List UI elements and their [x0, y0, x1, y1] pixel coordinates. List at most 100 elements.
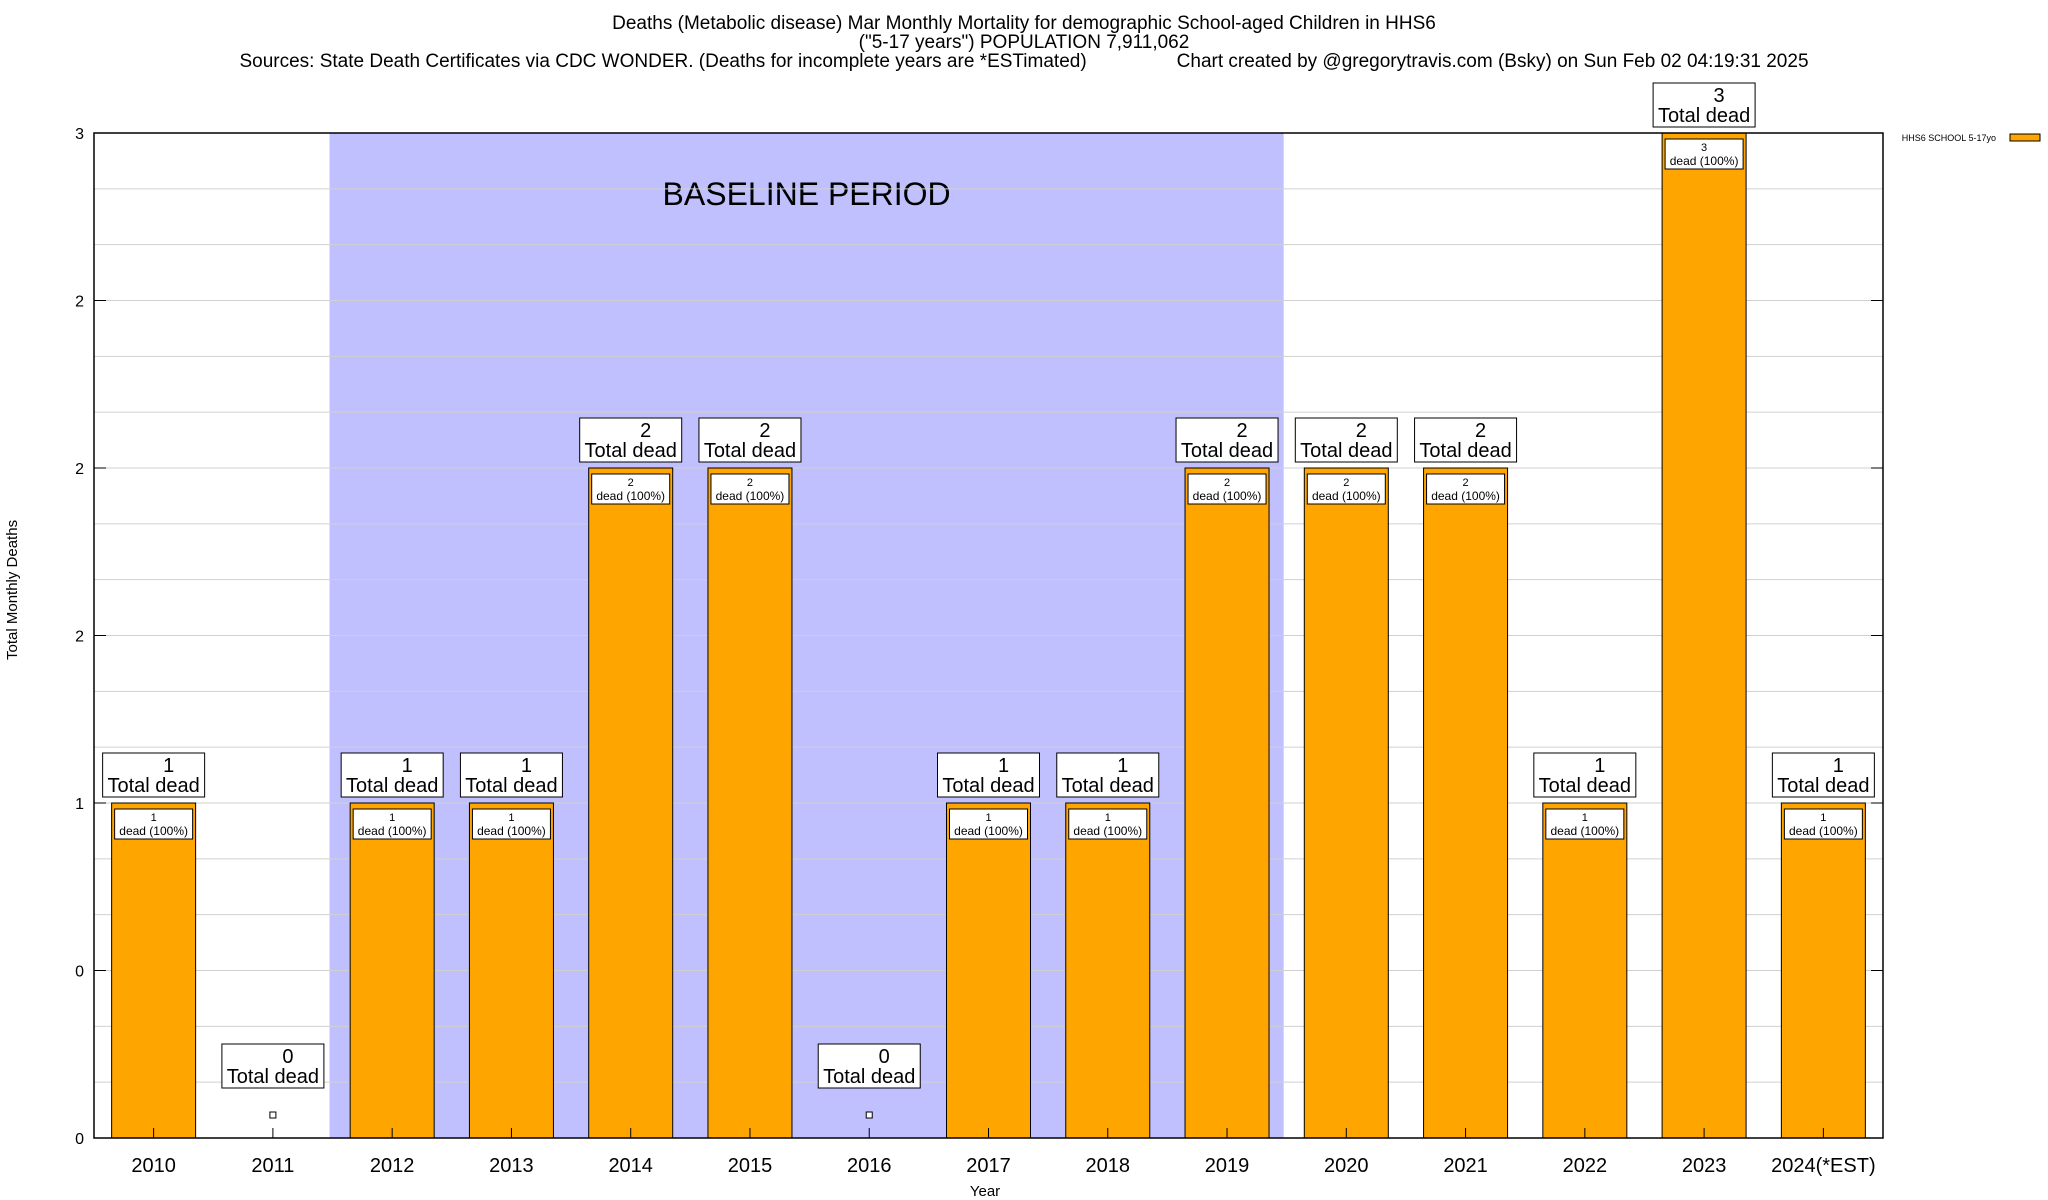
bar-inner-label: dead (100%) [716, 489, 785, 503]
bar-inner-value: 3 [1701, 142, 1707, 154]
x-tick-label: 2013 [489, 1155, 534, 1177]
bar-inner-value: 1 [389, 812, 395, 824]
total-label-text: Total dead [704, 440, 796, 462]
y-tick-label: 0 [75, 964, 84, 981]
total-label-text: Total dead [1419, 440, 1511, 462]
bar-inner-label: dead (100%) [119, 824, 188, 838]
bar-inner-value: 2 [1343, 477, 1349, 489]
bar-inner-value: 1 [508, 812, 514, 824]
bar-inner-label: dead (100%) [1431, 489, 1500, 503]
total-label-value: 2 [759, 420, 770, 442]
legend-swatch [2009, 133, 2041, 142]
total-label-value: 2 [1236, 420, 1247, 442]
bar-inner-label: dead (100%) [1312, 489, 1381, 503]
bar-inner-value: 1 [151, 812, 157, 824]
total-label-box [102, 752, 206, 798]
total-label-box [1533, 752, 1637, 798]
bar-inner-label: dead (100%) [954, 824, 1023, 838]
total-label-box [1652, 82, 1756, 128]
bar-inner-label-box [1783, 808, 1863, 840]
bar-inner-value: 2 [1224, 477, 1230, 489]
y-tick-label: 2 [75, 629, 84, 646]
x-tick-label: 2010 [131, 1155, 176, 1177]
bar-inner-label-box [1545, 808, 1625, 840]
total-label-box [1056, 752, 1160, 798]
x-tick-label: 2017 [966, 1155, 1011, 1177]
total-label-text: Total dead [1777, 775, 1869, 797]
total-label-value: 2 [640, 420, 651, 442]
total-label-box [937, 752, 1040, 798]
bar [1423, 467, 1509, 1139]
bar-inner-label: dead (100%) [358, 824, 427, 838]
bar-inner-label: dead (100%) [1193, 489, 1262, 503]
bar-inner-label-box [1068, 808, 1148, 840]
chart-title-block: Deaths (Metabolic disease) Mar Monthly M… [0, 14, 2048, 71]
total-label-value: 1 [1117, 755, 1128, 777]
chart-sources-line: Sources: State Death Certificates via CD… [0, 52, 2048, 71]
baseline-period-label: BASELINE PERIOD [663, 176, 951, 212]
bar-inner-label: dead (100%) [596, 489, 665, 503]
bar-inner-label: dead (100%) [1670, 154, 1739, 168]
bar-inner-label-box [591, 473, 671, 505]
total-label-box [1414, 417, 1518, 463]
bar [1065, 802, 1151, 1139]
chart-title: Deaths (Metabolic disease) Mar Monthly M… [612, 13, 1436, 34]
total-label-text: Total dead [227, 1066, 319, 1088]
total-label-value: 1 [1594, 755, 1605, 777]
total-label-box [579, 417, 683, 463]
total-label-box [221, 1043, 325, 1089]
bar-inner-label-box [1306, 473, 1386, 505]
bar [1303, 467, 1389, 1139]
total-label-value: 0 [879, 1046, 890, 1068]
bar [946, 802, 1031, 1139]
y-tick-label: 2 [75, 461, 84, 478]
bar [1661, 132, 1747, 1139]
x-tick-label: 2015 [728, 1155, 773, 1177]
bar-inner-label-box [710, 473, 790, 505]
total-label-text: Total dead [1658, 105, 1750, 127]
bar-inner-value: 1 [985, 812, 991, 824]
total-label-text: Total dead [1062, 775, 1154, 797]
bar-inner-label: dead (100%) [1073, 824, 1142, 838]
total-label-box [340, 752, 444, 798]
total-label-text: Total dead [1300, 440, 1392, 462]
total-label-box [1771, 752, 1875, 798]
total-label-box [1294, 417, 1398, 463]
x-tick-label: 2024(*EST) [1771, 1155, 1876, 1177]
total-label-text: Total dead [465, 775, 557, 797]
bar [1184, 467, 1270, 1139]
bar-zero-marker [269, 1111, 277, 1119]
bar [468, 802, 554, 1139]
total-label-value: 3 [1714, 85, 1725, 107]
x-tick-label: 2011 [251, 1155, 294, 1177]
bar [1542, 802, 1628, 1139]
total-label-box [817, 1043, 921, 1089]
bar [588, 467, 674, 1139]
total-label-value: 0 [282, 1046, 293, 1068]
chart-sources: Sources: State Death Certificates via CD… [239, 51, 1087, 72]
bar [1780, 802, 1866, 1139]
total-label-text: Total dead [1181, 440, 1273, 462]
y-tick-label: 1 [75, 796, 84, 813]
total-label-value: 1 [998, 755, 1009, 777]
bar-inner-label-box [1664, 138, 1744, 170]
y-tick-label: 3 [75, 126, 84, 143]
total-label-box [459, 752, 563, 798]
total-label-value: 1 [402, 755, 413, 777]
bar-inner-label-box [471, 808, 551, 840]
total-label-value: 2 [1356, 420, 1367, 442]
bar [111, 802, 197, 1139]
total-label-text: Total dead [942, 775, 1034, 797]
total-label-box [1175, 417, 1279, 463]
bar-inner-value: 2 [747, 477, 753, 489]
bar-inner-label-box [949, 808, 1028, 840]
bar-inner-label: dead (100%) [477, 824, 546, 838]
y-tick-label: 0 [75, 1131, 84, 1148]
x-tick-label: 2014 [608, 1155, 653, 1177]
x-tick-label: 2021 [1443, 1155, 1488, 1177]
bar-inner-label-box [352, 808, 432, 840]
total-label-value: 1 [163, 755, 174, 777]
x-tick-label: 2022 [1563, 1155, 1608, 1177]
x-tick-label: 2016 [847, 1155, 892, 1177]
